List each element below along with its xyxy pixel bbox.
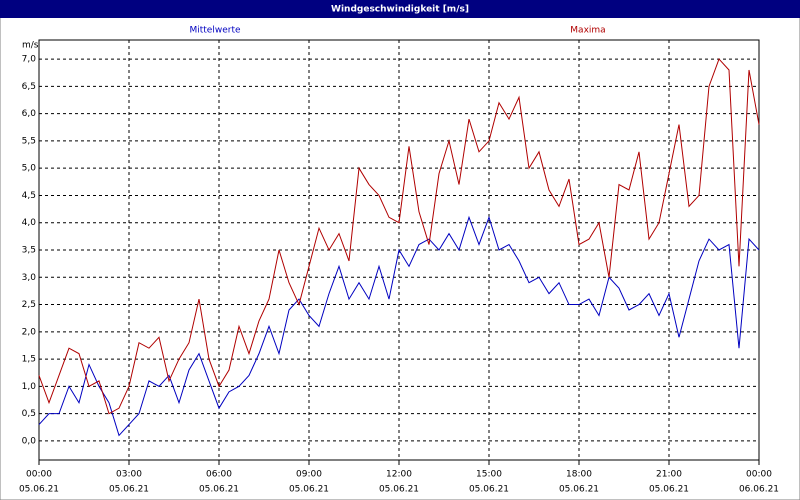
y-tick-label: 5,0	[22, 164, 37, 174]
y-tick-label: 0,0	[22, 436, 37, 446]
title-bar	[0, 0, 800, 18]
y-tick-label: 4,0	[22, 218, 37, 228]
x-tick-label: 03:00	[116, 470, 142, 480]
series-line	[38, 58, 760, 415]
x-tick-label: 09:00	[296, 470, 322, 480]
legend-label: Maxima	[570, 26, 605, 36]
x-tick-label: 15:00	[476, 470, 502, 480]
x-tick-date: 05.06.21	[379, 485, 419, 495]
x-tick-date: 05.06.21	[559, 485, 599, 495]
x-tick-date: 05.06.21	[19, 485, 59, 495]
y-tick-label: 6,0	[22, 109, 37, 119]
x-tick-label: 06:00	[206, 470, 232, 480]
x-tick-date: 05.06.21	[289, 485, 329, 495]
x-tick-label: 18:00	[566, 470, 592, 480]
y-tick-label: 3,0	[22, 273, 37, 283]
y-tick-label: 6,5	[22, 82, 36, 92]
y-unit: m/s	[22, 41, 39, 51]
x-tick-date: 05.06.21	[649, 485, 689, 495]
x-tick-date: 05.06.21	[199, 485, 239, 495]
x-tick-label: 00:00	[26, 470, 52, 480]
chart-title: Windgeschwindigkeit [m/s]	[331, 5, 469, 15]
y-tick-label: 7,0	[22, 55, 37, 65]
y-tick-label: 2,5	[22, 300, 36, 310]
y-tick-label: 1,0	[22, 382, 37, 392]
series-line	[38, 215, 760, 437]
x-tick-label: 00:00	[746, 470, 772, 480]
x-tick-label: 12:00	[386, 470, 412, 480]
x-tick-label: 21:00	[656, 470, 682, 480]
y-tick-label: 1,5	[22, 355, 36, 365]
y-tick-label: 5,5	[22, 136, 36, 146]
y-tick-label: 0,5	[22, 409, 36, 419]
y-tick-label: 4,5	[22, 191, 36, 201]
x-tick-date: 05.06.21	[109, 485, 149, 495]
legend-label: Mittelwerte	[189, 26, 240, 36]
x-tick-date: 05.06.21	[469, 485, 509, 495]
y-tick-label: 2,0	[22, 327, 37, 337]
y-tick-label: 3,5	[22, 246, 36, 256]
x-tick-date: 06.06.21	[739, 485, 779, 495]
